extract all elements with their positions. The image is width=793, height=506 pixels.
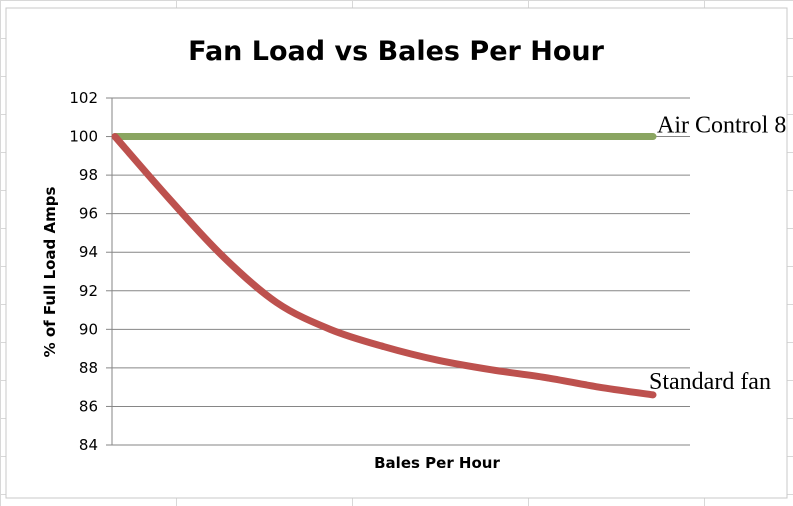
chart-area [5, 7, 788, 499]
y-tick-label: 96 [79, 205, 98, 223]
series-label-0: Air Control 8 [657, 113, 786, 139]
y-tick-label: 86 [79, 397, 98, 415]
y-tick-label: 84 [79, 436, 98, 454]
y-tick-label: 98 [79, 166, 98, 184]
y-axis-ticks: 84 86 88 90 92 94 96 98 100 102 [69, 89, 112, 454]
y-tick-label: 100 [69, 128, 98, 146]
y-tick-label: 90 [79, 320, 98, 338]
y-tick-label: 88 [79, 359, 98, 377]
y-axis-label: % of Full Load Amps [41, 187, 59, 358]
y-tick-label: 102 [69, 89, 98, 107]
series-group: Air Control 8 Standard fan [111, 113, 786, 399]
x-axis-label: Bales Per Hour [374, 454, 500, 472]
y-tick-label: 94 [79, 243, 98, 261]
series-label-1: Standard fan [649, 369, 771, 395]
series-line-1 [111, 133, 657, 399]
y-tick-label: 92 [79, 282, 98, 300]
chart-title: Fan Load vs Bales Per Hour [188, 36, 604, 67]
